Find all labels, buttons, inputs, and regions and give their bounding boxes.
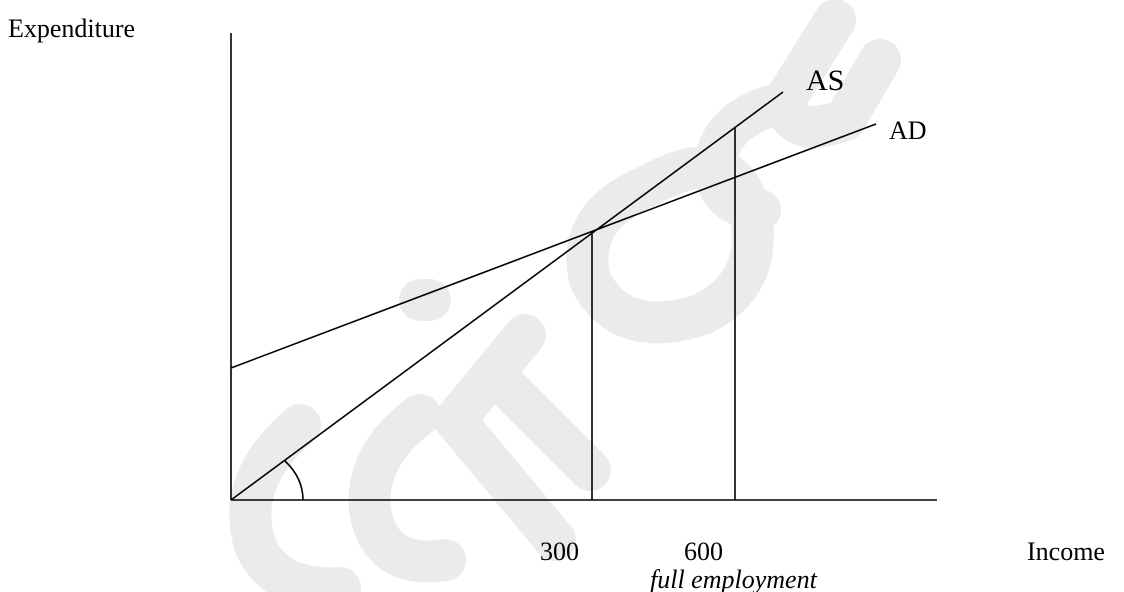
ad-label: AD bbox=[889, 116, 927, 145]
as-label: AS bbox=[806, 64, 844, 97]
y-axis-label: Expenditure bbox=[8, 14, 135, 43]
watermark bbox=[250, 20, 880, 588]
x-axis-label: Income bbox=[1027, 537, 1105, 566]
full-employment-label: full employment bbox=[650, 565, 818, 592]
watermark-c1 bbox=[250, 425, 340, 588]
ad-line bbox=[231, 124, 876, 368]
tick-label-600: 600 bbox=[684, 537, 723, 566]
watermark-f bbox=[420, 300, 590, 540]
watermark-c2 bbox=[370, 415, 445, 561]
tick-label-300: 300 bbox=[540, 537, 579, 566]
